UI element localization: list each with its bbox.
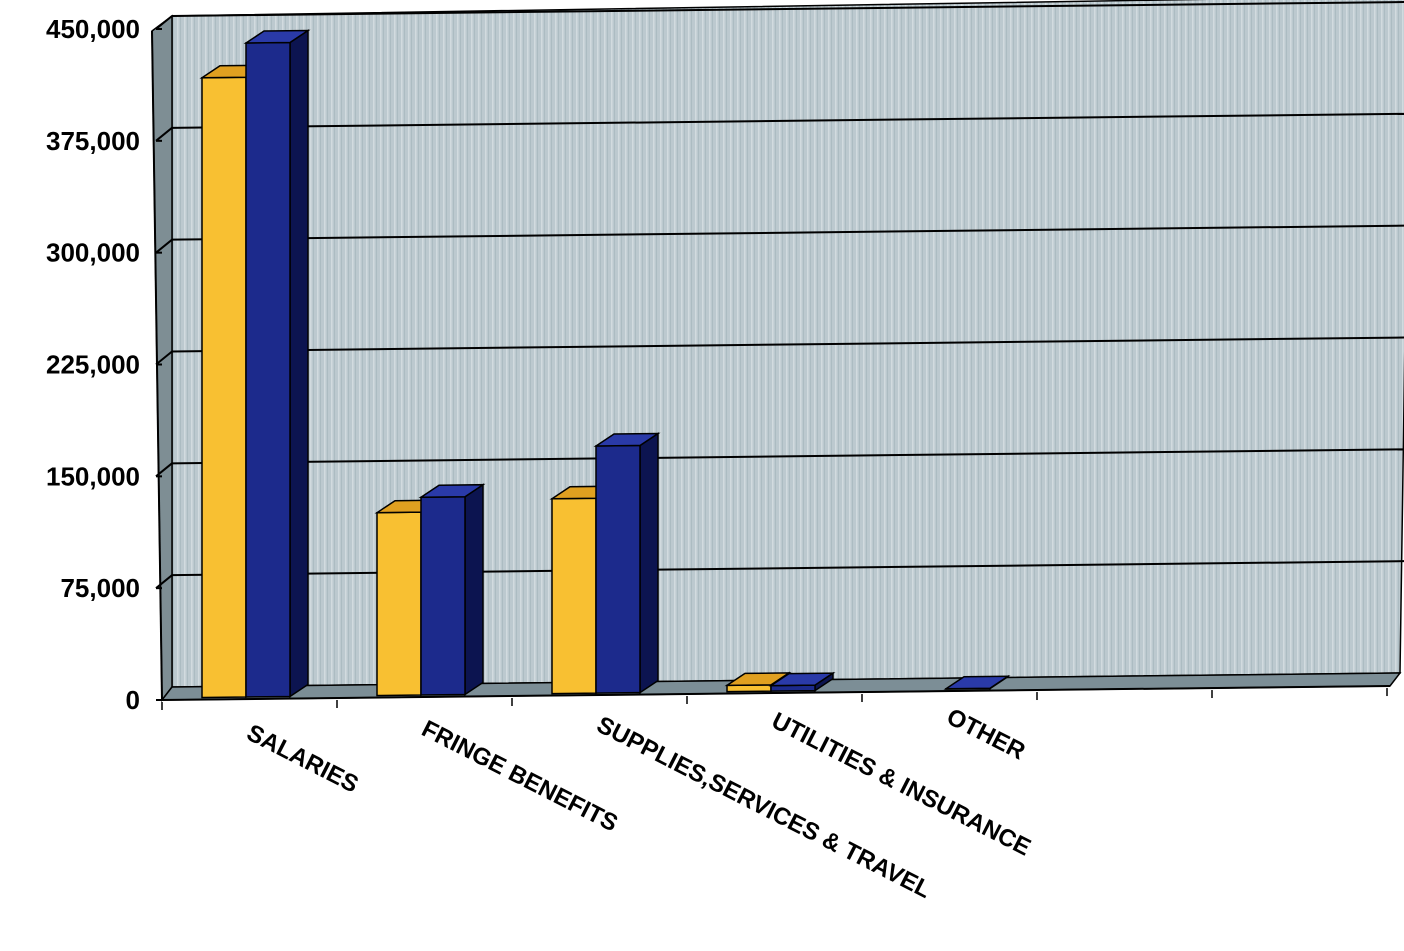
gridline-side <box>155 574 173 589</box>
bar <box>595 444 641 694</box>
gridline-side <box>155 15 173 30</box>
gridline-side <box>155 350 173 366</box>
bar-side <box>289 29 309 698</box>
side-wall <box>151 14 173 703</box>
x-category-label: OTHER <box>942 703 1029 765</box>
bar-side <box>464 483 484 696</box>
x-category-label: FRINGE BENEFITS <box>417 715 622 837</box>
y-tick-label: 75,000 <box>60 573 140 603</box>
y-tick-label: 450,000 <box>46 14 140 44</box>
bar <box>201 76 247 699</box>
bars <box>199 29 1011 699</box>
bar <box>245 41 291 698</box>
gridline-side <box>155 238 173 254</box>
x-axis-line <box>161 685 1391 701</box>
y-tick-label: 225,000 <box>46 350 140 380</box>
bar <box>551 497 597 695</box>
bar <box>420 495 466 696</box>
gridline <box>171 112 1404 129</box>
gridline <box>171 336 1404 353</box>
gridlines <box>155 1 1404 589</box>
x-axis-labels: SALARIES FRINGE BENEFITSSUPPLIES,SERVICES… <box>242 703 1035 904</box>
bar-top <box>243 29 311 44</box>
gridline <box>171 448 1404 465</box>
bar <box>376 511 422 697</box>
bar-top <box>593 432 661 447</box>
x-category-label: SUPPLIES,SERVICES & TRAVEL <box>592 711 935 904</box>
axes <box>151 28 1391 710</box>
bar-top <box>418 483 486 498</box>
gridline-side <box>155 127 173 142</box>
bar-side <box>639 432 659 695</box>
y-tick-label: 300,000 <box>46 238 140 268</box>
bar-top <box>943 675 1011 690</box>
y-axis-ticks: 0 75,000 150,000 225,000 300,000 375,000 450,0… <box>46 14 140 715</box>
gridline <box>171 224 1404 241</box>
gridline <box>171 1 1404 17</box>
y-tick-label: 375,000 <box>46 126 140 156</box>
y-axis-line <box>151 30 163 701</box>
y-tick-label: 150,000 <box>46 461 140 491</box>
bar-top <box>768 672 836 687</box>
x-category-label: SALARIES <box>242 719 362 798</box>
y-tick-label: 0 <box>126 685 140 715</box>
